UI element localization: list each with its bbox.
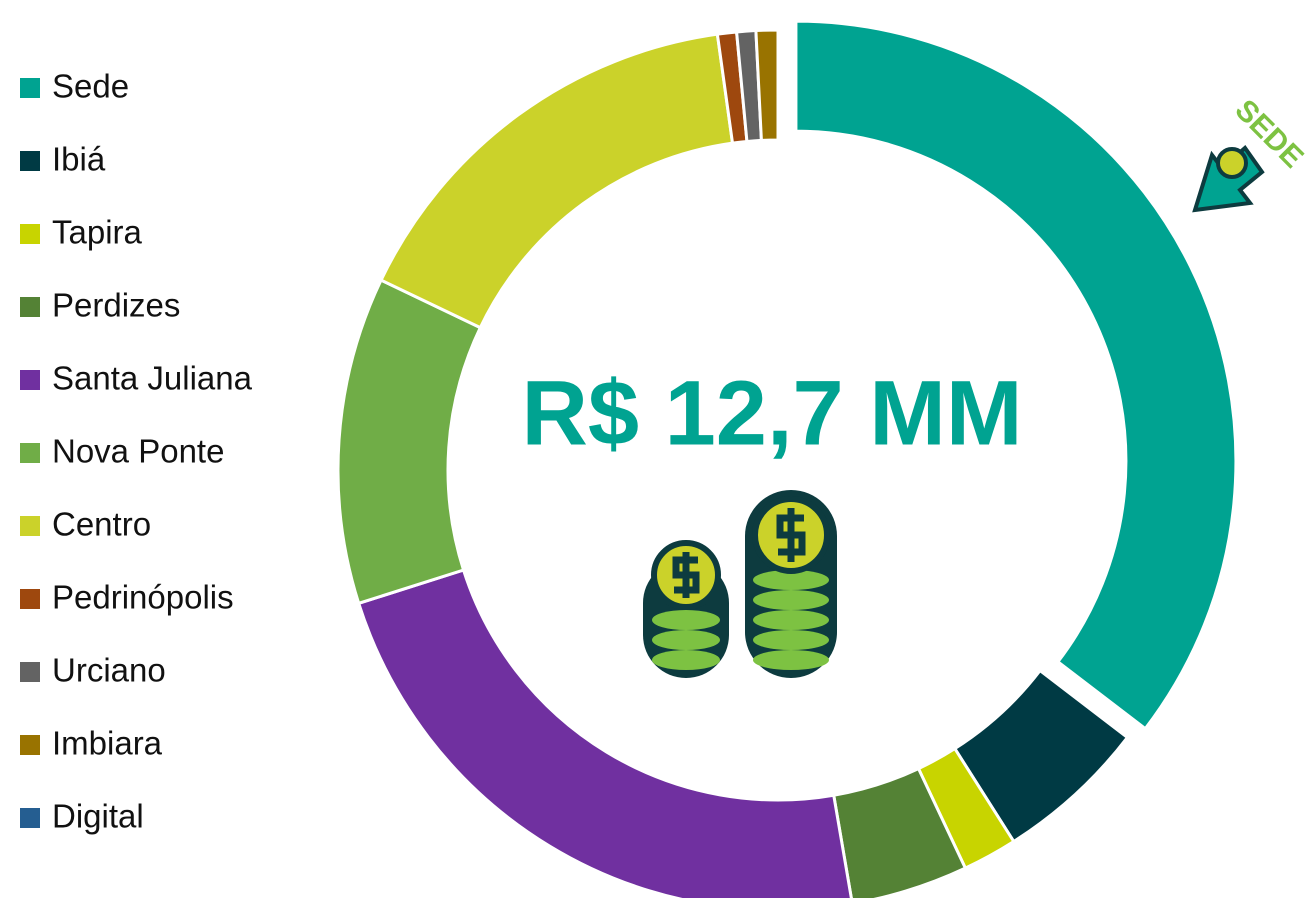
legend-swatch [20, 808, 40, 828]
legend-swatch [20, 589, 40, 609]
legend-swatch [20, 224, 40, 244]
legend-label: Nova Ponte [52, 433, 224, 470]
legend-swatch [20, 297, 40, 317]
legend-label: Sede [52, 68, 129, 105]
legend-swatch [20, 516, 40, 536]
coins-icon [643, 490, 837, 678]
chart: R$ 12,7 MM SEDE SedeIbiáTapiraPerdizesSa… [0, 0, 1315, 898]
legend-swatch [20, 151, 40, 171]
legend-label: Perdizes [52, 287, 180, 324]
slice [338, 280, 480, 603]
legend-label: Imbiara [52, 725, 163, 762]
legend-label: Ibiá [52, 141, 106, 178]
legend-swatch [20, 370, 40, 390]
legend-label: Digital [52, 798, 144, 835]
legend-label: Pedrinópolis [52, 579, 234, 616]
legend-label: Santa Juliana [52, 360, 253, 397]
slice [756, 30, 778, 140]
center-label: R$ 12,7 MM [521, 362, 1022, 464]
legend-label: Urciano [52, 652, 166, 689]
slice [381, 34, 732, 327]
sede-icon [1195, 148, 1262, 210]
legend-label: Centro [52, 506, 151, 543]
legend-swatch [20, 443, 40, 463]
legend-label: Tapira [52, 214, 143, 251]
legend-swatch [20, 662, 40, 682]
page: R$ 12,7 MM SEDE SedeIbiáTapiraPerdizesSa… [0, 0, 1315, 898]
legend-swatch [20, 78, 40, 98]
legend-swatch [20, 735, 40, 755]
